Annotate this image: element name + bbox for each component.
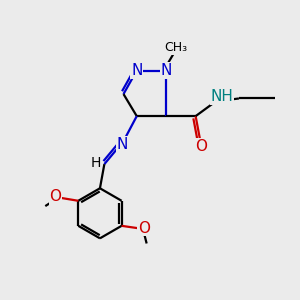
Text: N: N <box>116 137 128 152</box>
Text: H: H <box>90 156 101 170</box>
Text: N: N <box>131 63 142 78</box>
Text: O: O <box>138 221 150 236</box>
Text: O: O <box>49 189 61 204</box>
Text: O: O <box>196 139 208 154</box>
Text: N: N <box>160 63 172 78</box>
Text: CH₃: CH₃ <box>164 41 188 54</box>
Text: NH: NH <box>211 89 234 104</box>
